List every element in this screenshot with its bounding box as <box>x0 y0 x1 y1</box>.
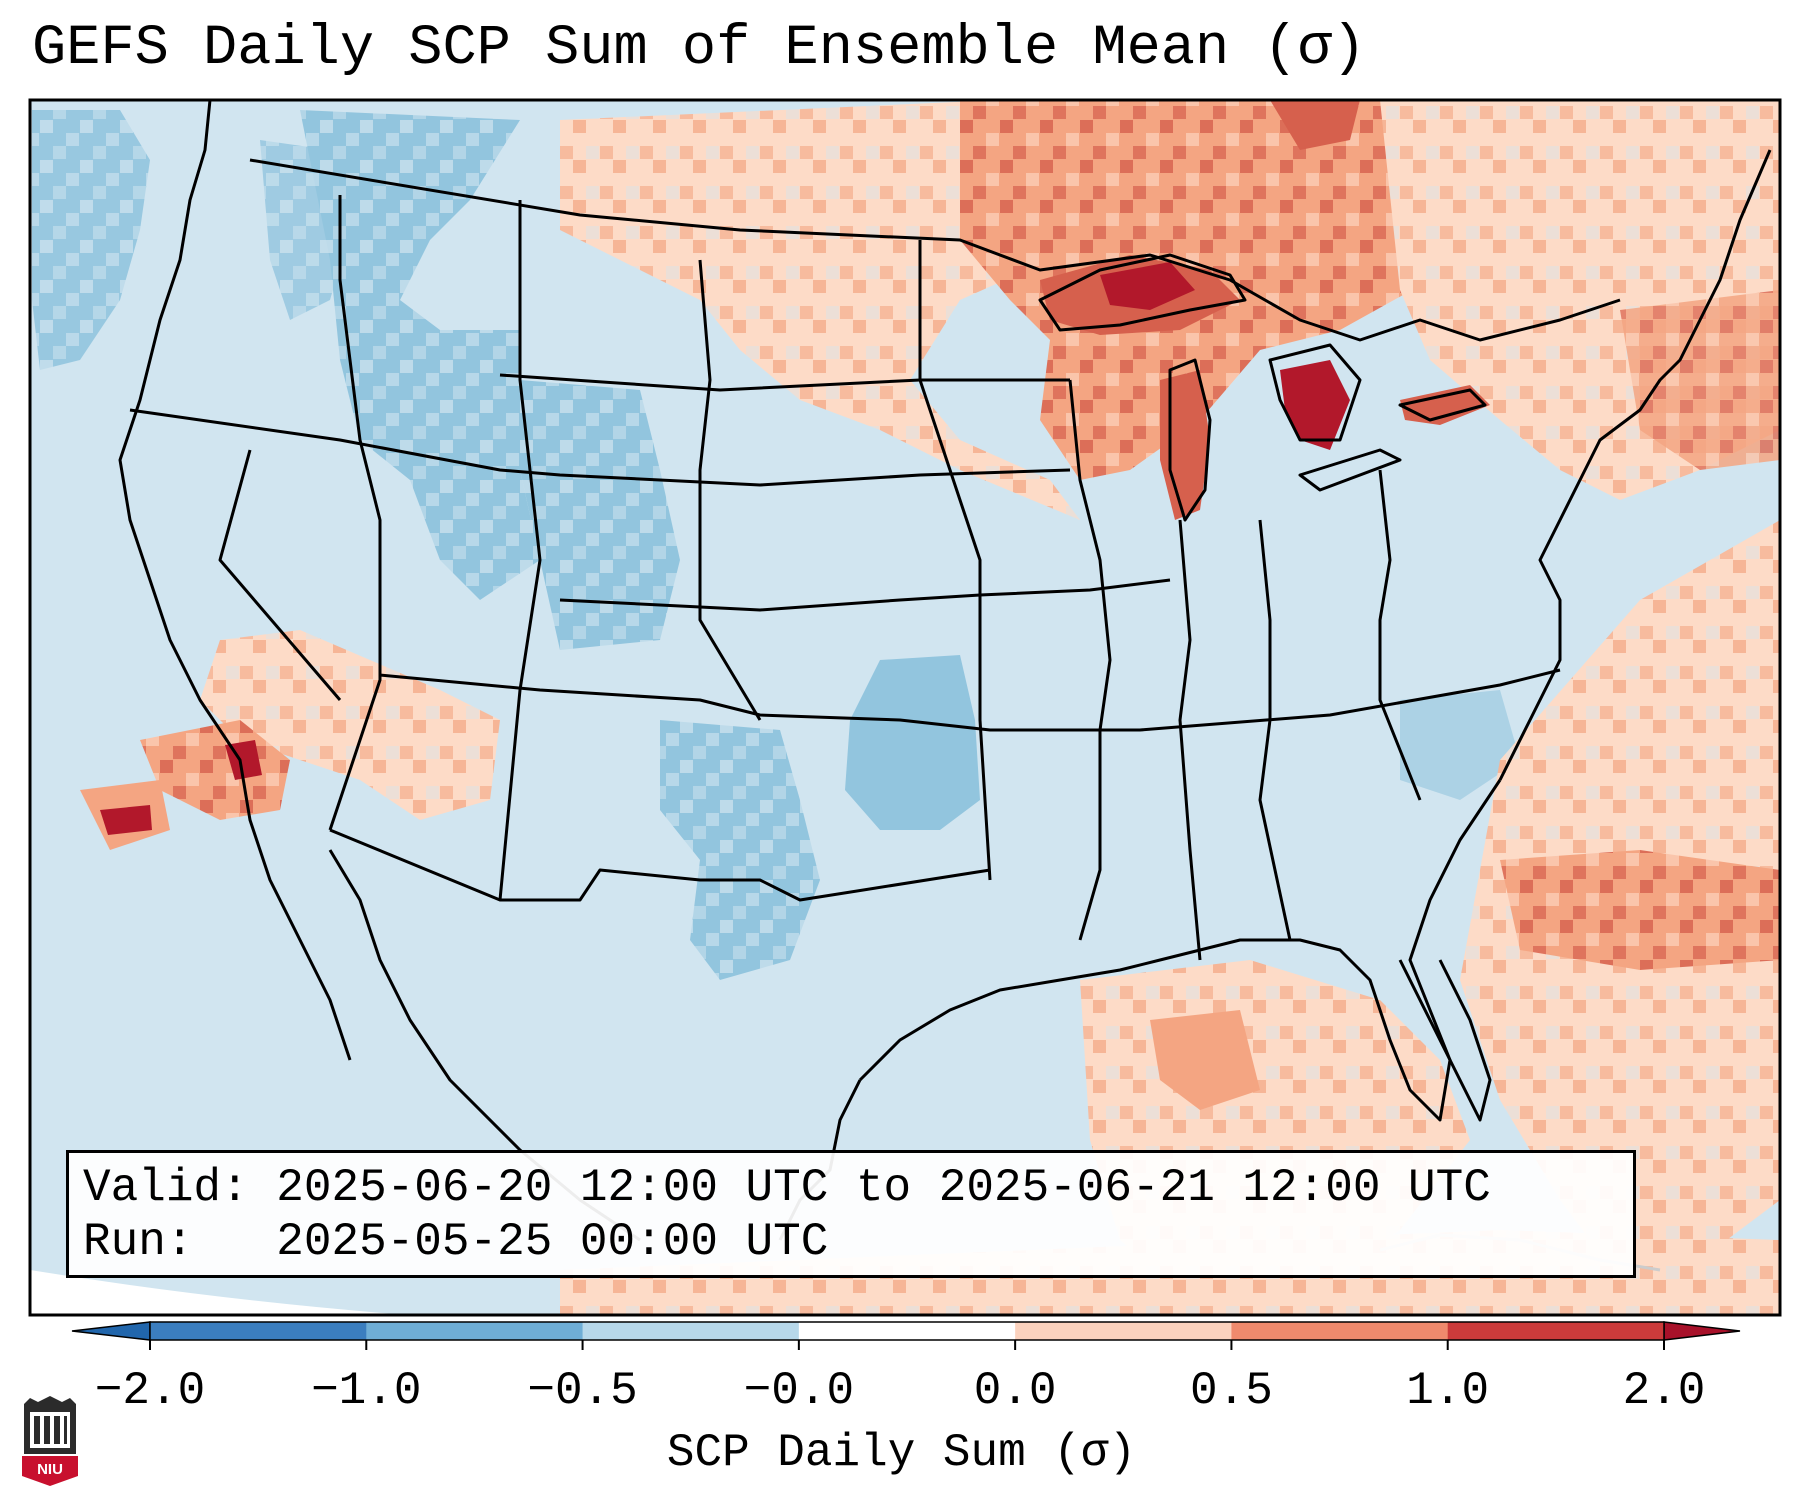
east-coast-line <box>1498 149 1772 781</box>
region-gulf-hot-spot <box>1150 1010 1260 1110</box>
map-field <box>30 100 1780 1315</box>
colorbar-segment <box>1015 1322 1232 1340</box>
colorbar-segment <box>798 1322 1016 1340</box>
border-states-5 <box>499 373 1070 392</box>
valid-value: 2025-06-20 12:00 UTC to 2025-06-21 12:00… <box>276 1162 1491 1214</box>
florida-peninsula <box>1398 959 1492 1122</box>
colorbar-tick-label: 0.5 <box>1190 1365 1273 1417</box>
colorbar-extend-low <box>71 1321 151 1341</box>
region-carolinas-cool <box>1400 690 1520 800</box>
colorbar-label: SCP Daily Sum (σ) <box>666 1427 1137 1479</box>
border-mid-3 <box>1068 379 1112 941</box>
border-west-2 <box>498 200 542 901</box>
chart-title: GEFS Daily SCP Sum of Ensemble Mean (σ) <box>32 17 1367 81</box>
colorbar-outline <box>149 1321 1665 1341</box>
colorbar-segment <box>582 1322 800 1340</box>
niu-logo-icon: NIU <box>20 1394 80 1493</box>
border-states-3 <box>329 828 991 902</box>
colorbar-tick-label: −0.0 <box>743 1365 855 1417</box>
colorbar-segment <box>366 1322 584 1340</box>
region-west-texas-cool <box>660 720 820 980</box>
region-hudson-bay-hot <box>1270 100 1360 150</box>
border-states-2 <box>379 668 1561 732</box>
region-idaho-montana-cool <box>300 110 540 600</box>
great-lake-michigan <box>1168 358 1212 522</box>
colorbar-tick-label: −0.5 <box>527 1365 638 1417</box>
valid-run-infobox: Valid: 2025-06-20 12:00 UTC to 2025-06-2… <box>66 1150 1636 1278</box>
region-pacific-ocean-cool <box>32 110 150 370</box>
great-lake-huron <box>1268 343 1362 442</box>
colorbar-segment <box>1447 1322 1665 1340</box>
colorbar-segment <box>1231 1322 1449 1340</box>
border-west-1 <box>328 195 382 831</box>
border-east-2 <box>1258 519 1292 941</box>
valid-label: Valid: <box>83 1162 249 1214</box>
colorbar <box>71 1321 1741 1350</box>
border-east-3 <box>1378 469 1422 801</box>
colorbar-segment <box>150 1322 367 1340</box>
region-lake-superior-max <box>1100 262 1195 310</box>
region-wyoming-colorado-cool <box>520 380 680 650</box>
region-northern-plains-warm <box>560 100 1080 520</box>
region-atlantic-hot <box>1500 850 1780 970</box>
great-lake-superior <box>1038 253 1247 332</box>
map-frame <box>28 98 1782 1317</box>
colorbar-extend-high <box>1663 1321 1741 1341</box>
canada-border <box>249 158 1621 342</box>
region-new-england-warm <box>1620 290 1780 470</box>
great-lake-erie <box>1298 448 1402 492</box>
colorbar-tick-label: −2.0 <box>94 1365 206 1417</box>
region-lake-huron-max <box>1280 360 1350 450</box>
run-value: 2025-05-25 00:00 UTC <box>276 1216 829 1268</box>
colorbar-tick-label: 0.0 <box>973 1365 1057 1417</box>
colorbar-tick-label: −1.0 <box>311 1365 422 1417</box>
logo-text: NIU <box>37 1461 63 1478</box>
region-pnw-coast-cool <box>260 140 350 320</box>
run-label: Run: <box>83 1216 194 1268</box>
border-mid-1 <box>698 259 762 721</box>
region-southwest-warm <box>200 630 500 820</box>
region-baja-max <box>100 805 152 835</box>
border-west-3 <box>218 449 342 701</box>
colorbar-tick-label: 1.0 <box>1406 1365 1490 1417</box>
west-coast-line <box>118 100 352 1061</box>
colorbar-tick-label: 2.0 <box>1622 1365 1706 1417</box>
border-mid-2 <box>918 240 992 881</box>
border-states-1 <box>129 408 1071 487</box>
region-oklahoma-cool <box>845 655 980 830</box>
great-lake-ontario <box>1398 388 1487 422</box>
gulf-coast-line <box>858 779 1502 1122</box>
border-east-1 <box>1178 519 1202 961</box>
